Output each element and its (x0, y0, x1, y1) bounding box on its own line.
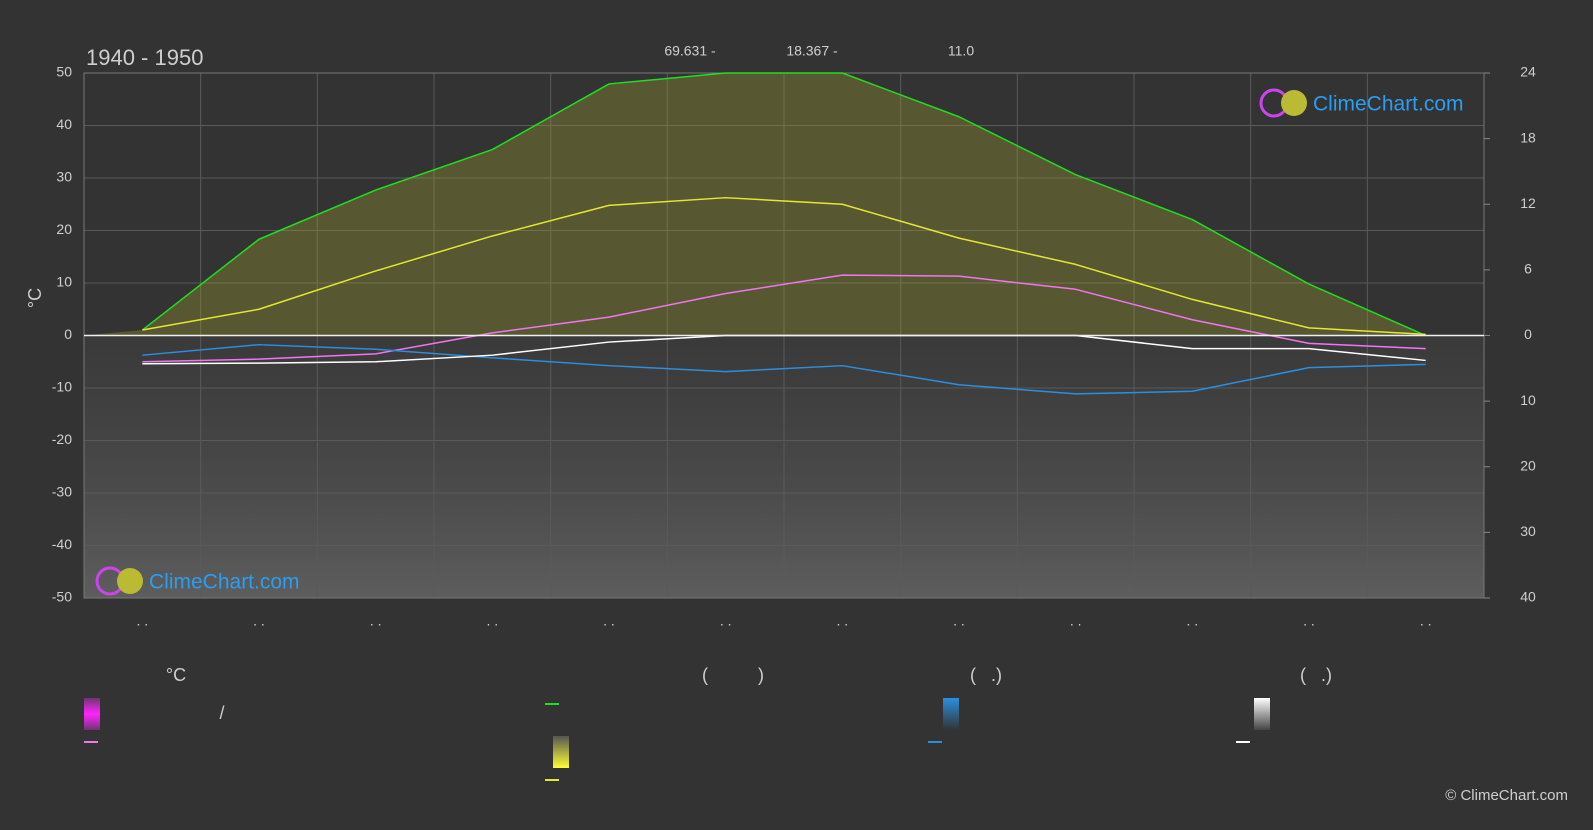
legend-header: °C (166, 665, 186, 685)
y-tick-label: 0 (64, 326, 72, 342)
x-tick-label: . . (1070, 613, 1082, 629)
x-tick-label: . . (136, 613, 148, 629)
x-tick-label: . . (603, 613, 615, 629)
logo: ClimeChart.com (1259, 88, 1464, 118)
y-tick-label: -30 (52, 484, 72, 500)
y-tick-label: -50 (52, 589, 72, 605)
y2-tick-label: 12 (1520, 195, 1536, 211)
y3-tick-label: 30 (1520, 523, 1536, 539)
series-line (142, 196, 1426, 336)
logo-text: ClimeChart.com (1313, 93, 1464, 116)
y2-tick-label: 6 (1524, 261, 1532, 277)
legend-swatch (84, 698, 100, 730)
legend-swatch (553, 736, 569, 768)
x-tick-label: . . (486, 613, 498, 629)
y3-tick-label: 40 (1520, 589, 1536, 605)
logo: ClimeChart.com (95, 566, 300, 596)
x-tick-label: . . (1303, 613, 1315, 629)
y-tick-label: 50 (56, 64, 72, 80)
y2-tick-label: 0 (1524, 326, 1532, 342)
y-axis-label: °C (25, 288, 45, 308)
logo-text: ClimeChart.com (149, 571, 300, 594)
logo-sun (117, 568, 143, 594)
series-line (142, 274, 1426, 363)
x-tick-label: . . (1186, 613, 1198, 629)
x-tick-label: . . (253, 613, 265, 629)
chart-title: 1940 - 1950 (86, 45, 203, 70)
stat: 18.367 - (786, 43, 838, 59)
y-tick-label: -10 (52, 379, 72, 395)
daylight-area (84, 73, 1484, 336)
y3-tick-label: 10 (1520, 392, 1536, 408)
y-tick-label: 40 (56, 116, 72, 132)
legend-swatch (1254, 698, 1270, 730)
logo-sun (1281, 90, 1307, 116)
y-tick-label: 30 (56, 169, 72, 185)
x-tick-label: . . (1420, 613, 1432, 629)
stat: 11.0 (948, 43, 974, 59)
legend-header: ( ) (702, 665, 764, 685)
y2-tick-label: 18 (1520, 129, 1536, 145)
series-line (142, 343, 1426, 395)
copyright: © ClimeChart.com (1445, 787, 1568, 804)
x-tick-label: . . (953, 613, 965, 629)
x-tick-label: . . (836, 613, 848, 629)
y-tick-label: 10 (56, 274, 72, 290)
series-line (141, 72, 1426, 337)
y2-tick-label: 24 (1520, 64, 1536, 80)
legend-swatch (943, 698, 959, 730)
x-tick-label: . . (720, 613, 732, 629)
legend-header: ( .) (1300, 665, 1332, 685)
x-tick-label: . . (370, 613, 382, 629)
y-tick-label: -20 (52, 431, 72, 447)
y3-tick-label: 20 (1520, 457, 1536, 473)
y-tick-label: -40 (52, 536, 72, 552)
legend-text: / (219, 703, 224, 723)
stat: 69.631 - (664, 43, 716, 59)
y-tick-label: 20 (56, 221, 72, 237)
legend-header: ( .) (970, 665, 1002, 685)
